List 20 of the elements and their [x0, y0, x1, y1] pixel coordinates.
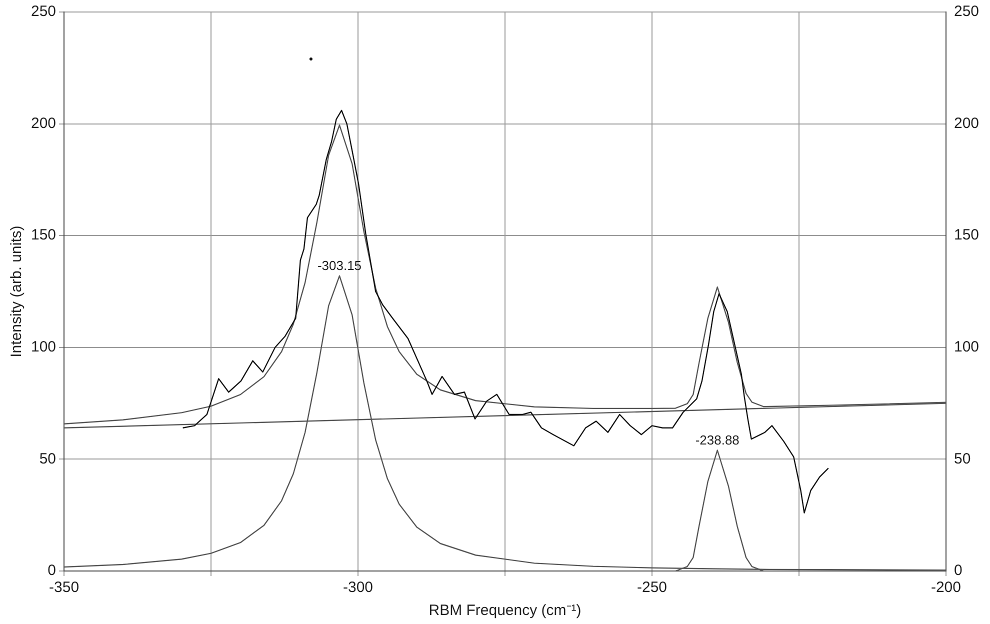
x-axis-title: RBM Frequency (cm⁻¹) [428, 602, 582, 620]
y2-tick-label: 250 [954, 3, 980, 20]
annotation: -238.88 [695, 432, 740, 448]
y2-tick-label: 0 [954, 562, 962, 580]
x-tick-label: -350 [49, 579, 80, 596]
y-tick-label: 200 [30, 114, 56, 132]
y-axis-title: Intensity (arb. units) [8, 226, 26, 358]
x-tick-label: -200 [930, 579, 961, 596]
y-tick-label: 0 [48, 562, 56, 580]
y-tick-label: 250 [30, 3, 56, 20]
y-tick-label: 150 [30, 226, 56, 244]
y2-tick-label: 200 [954, 114, 980, 132]
x-tick-label: -250 [636, 579, 668, 596]
annotation: -303.15 [317, 258, 362, 273]
y-tick-label: 100 [30, 338, 56, 356]
y2-tick-label: 150 [954, 226, 980, 244]
x-tick-label: -300 [342, 579, 374, 596]
y2-tick-label: 100 [954, 338, 980, 356]
y-tick-label: 50 [39, 450, 56, 468]
y2-tick-label: 50 [954, 450, 971, 468]
